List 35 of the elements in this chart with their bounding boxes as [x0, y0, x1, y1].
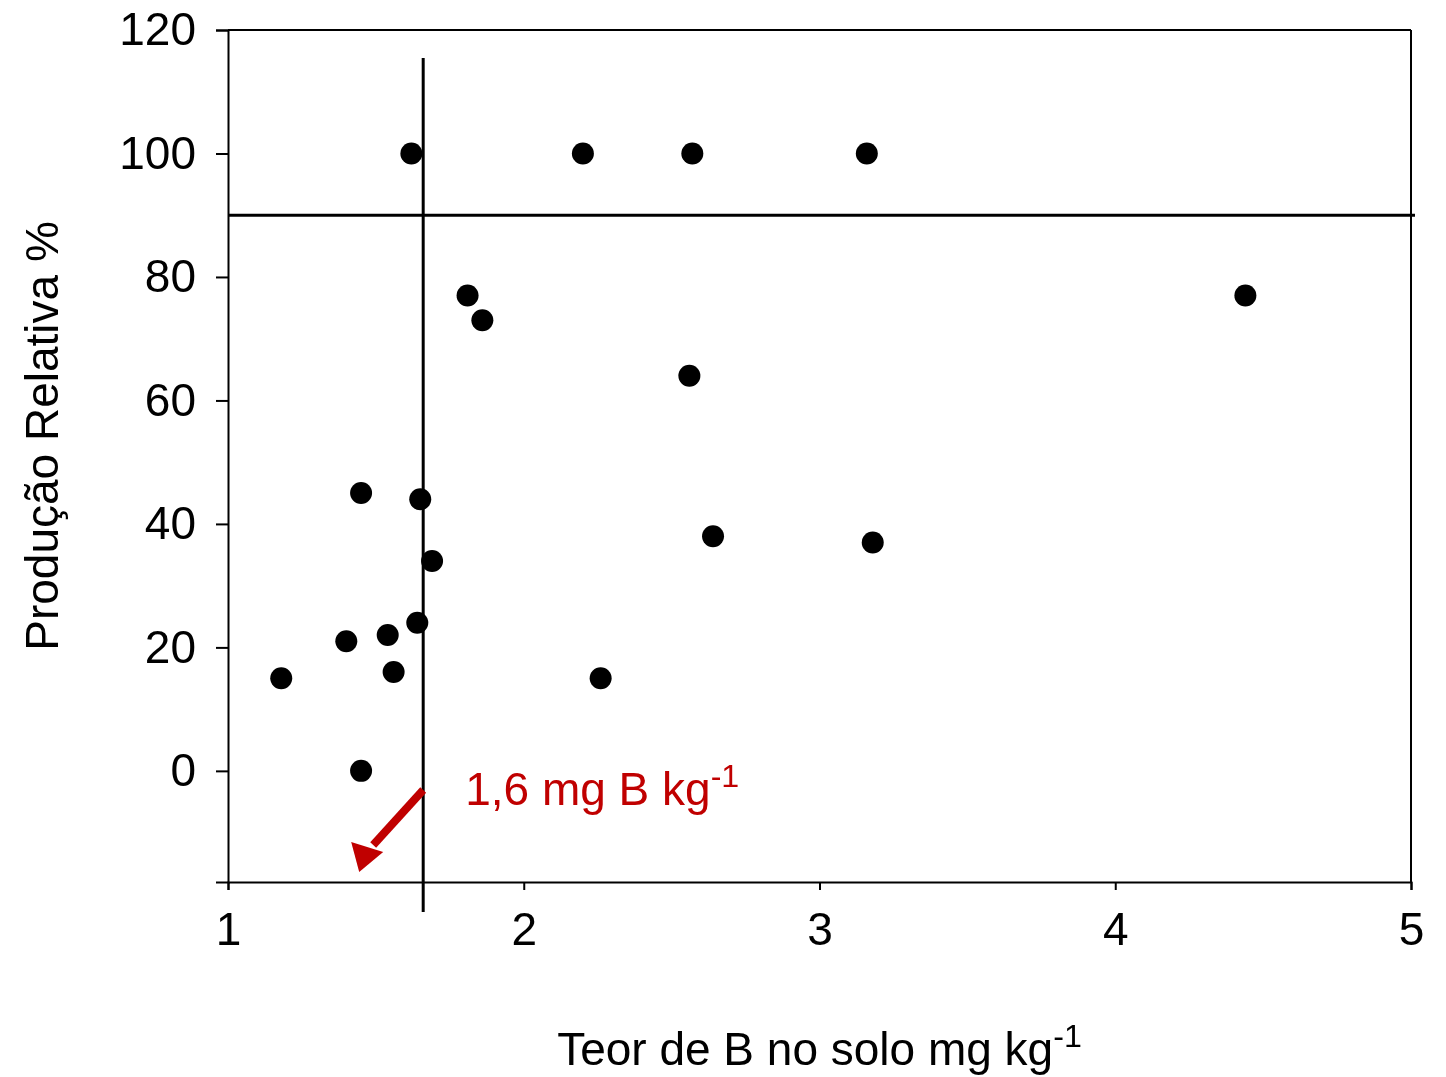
y-tick-label: 100 [119, 126, 196, 179]
point [350, 759, 373, 782]
y-tick-label: 0 [170, 744, 196, 797]
point [350, 482, 373, 505]
point [456, 284, 479, 307]
point [270, 667, 293, 690]
y-tick-label: 120 [119, 3, 196, 56]
point [1234, 284, 1257, 307]
x-tick-label: 3 [807, 902, 833, 955]
point [406, 611, 429, 634]
point [335, 630, 358, 653]
point [855, 142, 878, 165]
point [589, 667, 612, 690]
point [681, 142, 704, 165]
x-tick-label: 4 [1102, 902, 1129, 955]
point [400, 142, 423, 165]
x-tick-label: 1 [215, 902, 242, 955]
x-tick-label: 5 [1398, 902, 1425, 955]
y-tick-label: 20 [144, 620, 196, 673]
x-axis-title: Teor de B no solo mg kg$^{-1}$ [557, 1018, 1082, 1075]
x-tick-label: 2 [511, 902, 538, 955]
y-tick-label: 40 [144, 497, 196, 550]
point [409, 488, 432, 511]
point [678, 364, 701, 387]
point [382, 661, 405, 684]
point [702, 525, 725, 548]
point [861, 531, 884, 554]
point [421, 549, 444, 572]
y-tick-label: 80 [144, 250, 196, 303]
ref-line-label: 1,6 mg B kg$^{-1}$ [465, 758, 740, 815]
y-tick-label: 60 [144, 373, 196, 426]
y-axis-title: Produção Relativa % [16, 221, 68, 651]
point [471, 309, 494, 332]
point [376, 624, 399, 647]
point [571, 142, 594, 165]
